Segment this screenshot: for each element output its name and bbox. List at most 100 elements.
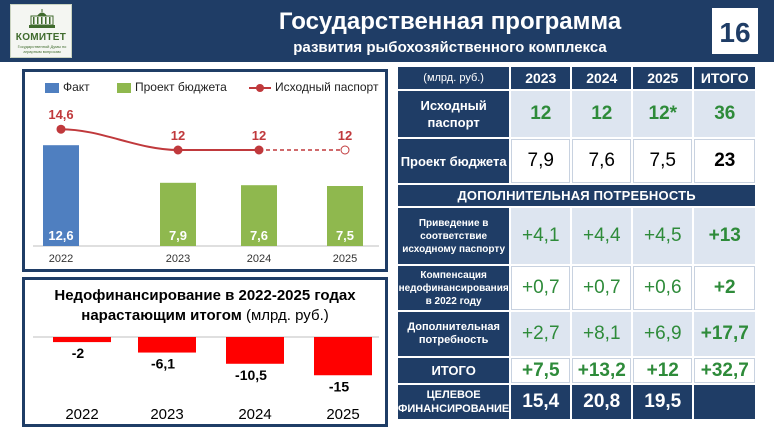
cell-budget-total: 23 (694, 139, 756, 183)
passport-value-label: 14,6 (48, 107, 73, 122)
passport-point (340, 145, 350, 155)
cell-passport-2023: 12 (511, 91, 571, 137)
building-icon (29, 9, 55, 28)
x-tick-label: 2022 (65, 406, 98, 423)
page-title: Государственная программа (278, 8, 622, 35)
cell-passport-2025: 12* (633, 91, 693, 137)
table-col-2025: 2025 (633, 67, 693, 89)
legend-label-passport: Исходный паспорт (275, 80, 379, 94)
x-tick-label: 2025 (326, 406, 359, 423)
cell-passport-2024: 12 (572, 91, 632, 137)
cell-passport-total: 36 (694, 91, 756, 137)
cell-additional-2025: +6,9 (633, 312, 693, 356)
x-tick-label: 2023 (166, 253, 190, 265)
cell-alignment-total: +13 (694, 208, 756, 264)
x-tick-label: 2022 (49, 253, 73, 265)
x-tick-label: 2024 (247, 253, 271, 265)
cell-additional-total: +17,7 (694, 312, 756, 356)
row-label-additional: Дополнительная потребность (398, 312, 510, 356)
bar-value-label: 12,6 (48, 228, 73, 243)
legend-swatch-passport (249, 83, 271, 93)
cell-additional-2023: +2,7 (511, 312, 571, 356)
underfunding-title-line1: Недофинансирование в 2022-2025 годах (54, 287, 356, 304)
table-row-alignment: Приведение в соответствие исходному пасп… (398, 208, 756, 264)
cell-alignment-2023: +4,1 (511, 208, 571, 264)
cell-compensation-2025: +0,6 (633, 266, 693, 310)
underfunding-chart-panel: Недофинансирование в 2022-2025 годах нар… (22, 277, 388, 427)
bar-value-label: -6,1 (151, 356, 175, 372)
legend-item-budget: Проект бюджета (117, 80, 227, 94)
x-tick-label: 2023 (150, 406, 183, 423)
passport-point (56, 124, 66, 134)
bar-value-label: -10,5 (235, 367, 267, 383)
page-subtitle: развития рыбохозяйственного комплекса (293, 39, 607, 56)
legend-swatch-fact (45, 82, 59, 93)
cell-compensation-2023: +0,7 (511, 266, 571, 310)
x-tick-label: 2024 (238, 406, 271, 423)
cell-alignment-2024: +4,4 (572, 208, 632, 264)
cell-budget-2025: 7,5 (633, 139, 693, 183)
passport-value-label: 12 (252, 128, 266, 143)
table-col-2023: 2023 (511, 67, 571, 89)
cell-total-2023: +7,5 (511, 358, 571, 383)
passport-value-label: 12 (338, 128, 352, 143)
bar-value-label: 7,9 (169, 228, 187, 243)
cell-total-total: +32,7 (694, 358, 756, 383)
bar-value-label: 7,5 (336, 228, 354, 243)
row-label-passport: Исходный паспорт (398, 91, 510, 137)
passport-point (173, 145, 183, 155)
budget-chart: 2022 2023 2024 2025 12,6 7,9 7,6 7,5 14,6 12 12 12 (33, 107, 379, 265)
table-row-total: ИТОГО +7,5 +13,2 +12 +32,7 (398, 358, 756, 383)
bar (53, 337, 111, 343)
passport-line (60, 128, 259, 151)
cell-target-2025: 19,5 (633, 385, 693, 419)
row-label-total: ИТОГО (398, 358, 510, 383)
table-row-passport: Исходный паспорт 12 12 12* 36 (398, 91, 756, 137)
legend-label-fact: Факт (63, 80, 90, 94)
legend-label-budget: Проект бюджета (135, 80, 227, 94)
row-label-target: ЦЕЛЕВОЕ ФИНАНСИРОВАНИЕ (398, 385, 510, 419)
bar-value-label: -15 (329, 378, 349, 394)
legend-item-fact: Факт (45, 80, 90, 94)
bar (241, 185, 277, 246)
row-label-compensation: Компенсация недофинансирования в 2022 го… (398, 266, 510, 310)
page-number: 16 (710, 6, 760, 56)
bar-value-label: -2 (72, 345, 85, 361)
table-unit-label: (млрд. руб.) (398, 67, 510, 89)
section-header-extra-need: ДОПОЛНИТЕЛЬНАЯ ПОТРЕБНОСТЬ (398, 185, 756, 206)
logo-title: КОМИТЕТ (15, 32, 67, 43)
cell-target-2024: 20,8 (572, 385, 632, 419)
table-section-row: ДОПОЛНИТЕЛЬНАЯ ПОТРЕБНОСТЬ (398, 185, 756, 206)
bar (160, 182, 196, 246)
underfunding-title-unit: (млрд. руб.) (245, 307, 329, 324)
cell-compensation-2024: +0,7 (572, 266, 632, 310)
underfunding-chart: -2 -6,1 -10,5 -15 2022 2023 2024 2025 (33, 336, 379, 423)
table-row-additional: Дополнительная потребность +2,7 +8,1 +6,… (398, 312, 756, 356)
table-row-compensation: Компенсация недофинансирования в 2022 го… (398, 266, 756, 310)
bar (327, 186, 363, 246)
cell-budget-2023: 7,9 (511, 139, 571, 183)
row-label-budget: Проект бюджета (398, 139, 510, 183)
bar (226, 337, 284, 364)
budget-chart-panel: Факт Проект бюджета Исходный паспорт 202… (22, 69, 388, 272)
cell-alignment-2025: +4,5 (633, 208, 693, 264)
logo-subtitle: Государственной Думы по аграрным вопроса… (17, 44, 67, 54)
bar-value-label: 7,6 (250, 228, 268, 243)
cell-total-2025: +12 (633, 358, 693, 383)
table-col-total: ИТОГО (694, 67, 756, 89)
bar (314, 337, 372, 376)
bar (138, 337, 196, 353)
cell-compensation-total: +2 (694, 266, 756, 310)
legend-swatch-budget (117, 82, 131, 93)
table-row-budget: Проект бюджета 7,9 7,6 7,5 23 (398, 139, 756, 183)
table-col-2024: 2024 (572, 67, 632, 89)
cell-additional-2024: +8,1 (572, 312, 632, 356)
underfunding-chart-title: Недофинансирование в 2022-2025 годах нар… (25, 286, 385, 326)
table-row-target: ЦЕЛЕВОЕ ФИНАНСИРОВАНИЕ 15,4 20,8 19,5 (398, 385, 756, 419)
header-bar: КОМИТЕТ Государственной Думы по аграрным… (0, 0, 774, 62)
table-header-row: (млрд. руб.) 2023 2024 2025 ИТОГО (398, 67, 756, 89)
cell-total-2024: +13,2 (572, 358, 632, 383)
passport-point (254, 145, 264, 155)
row-label-alignment: Приведение в соответствие исходному пасп… (398, 208, 510, 264)
passport-value-label: 12 (171, 128, 185, 143)
